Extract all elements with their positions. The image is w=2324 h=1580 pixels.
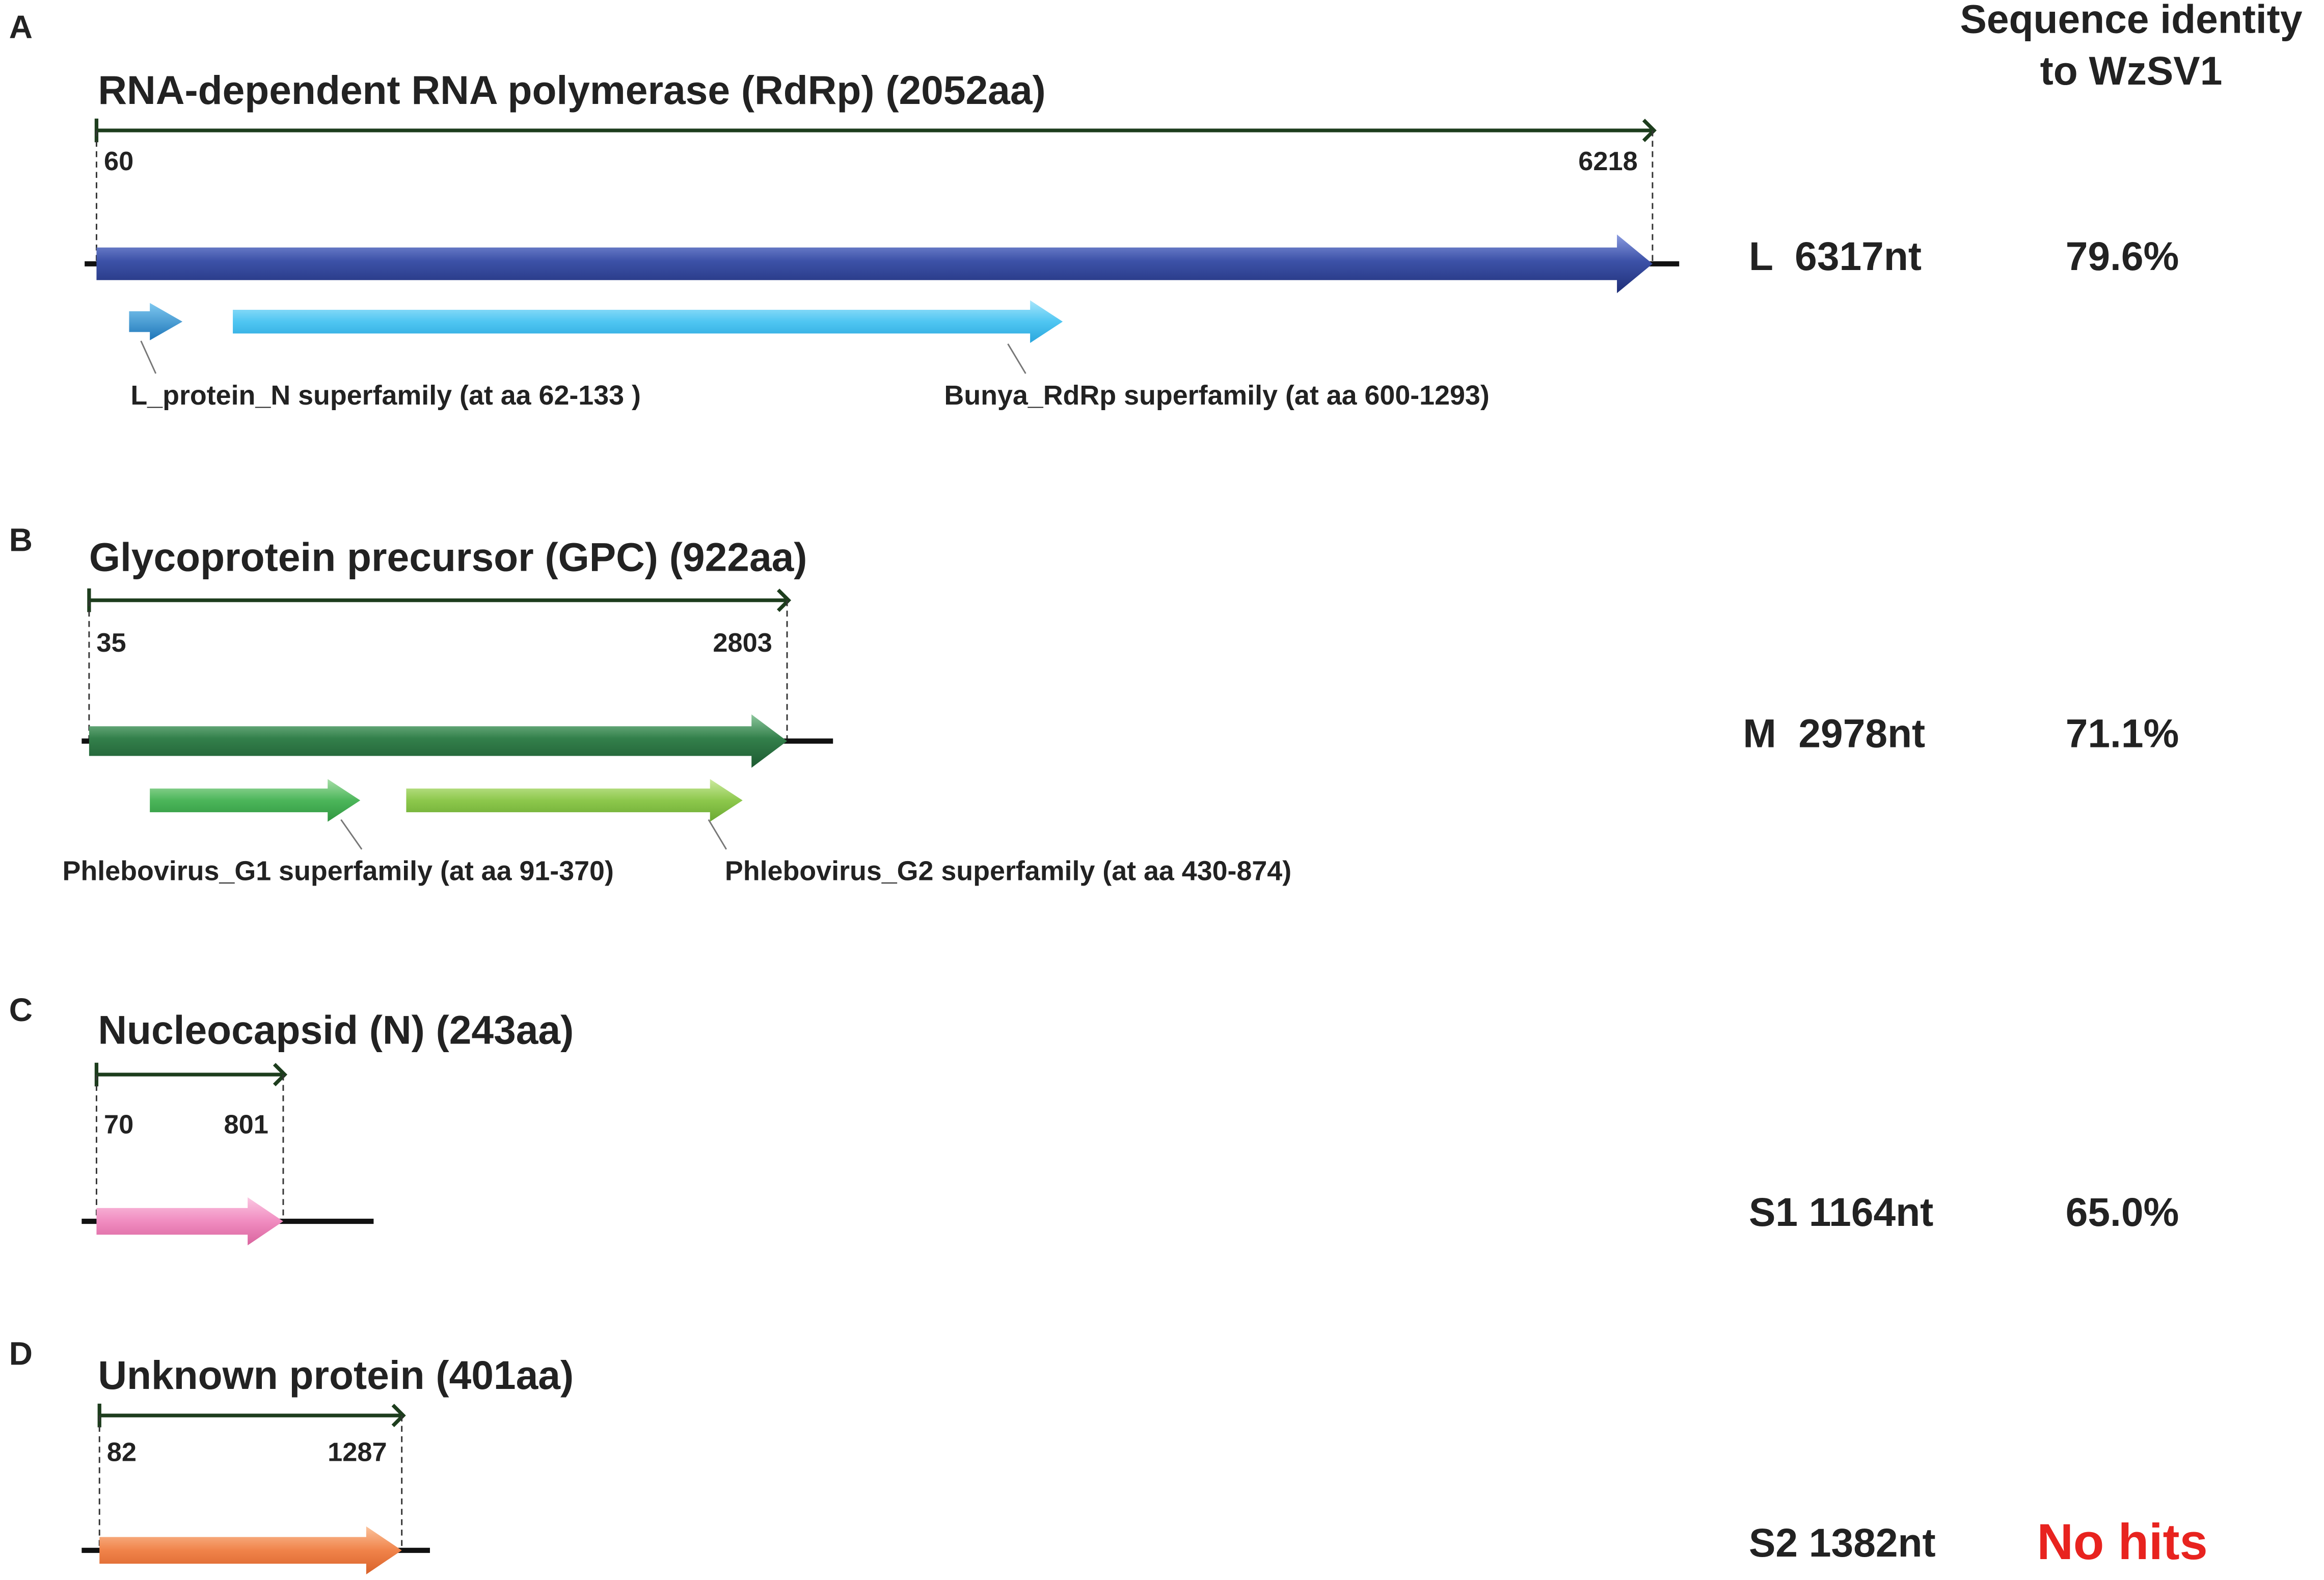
orf-arrow bbox=[96, 234, 1653, 293]
orf-bracket-head bbox=[1642, 119, 1657, 142]
orf-end: 801 bbox=[224, 1110, 268, 1140]
domain-arrow bbox=[233, 300, 1063, 343]
segment-label: L 6317nt bbox=[1749, 234, 1922, 279]
domain-arrow bbox=[406, 779, 743, 822]
domain-arrow bbox=[129, 303, 183, 340]
domain-label: Phlebovirus_G1 superfamily (at aa 91-370… bbox=[63, 856, 614, 887]
domain-label: Bunya_RdRp superfamily (at aa 600-1293) bbox=[944, 380, 1489, 411]
identity: 71.1% bbox=[2066, 711, 2179, 756]
domain-arrow bbox=[150, 779, 361, 822]
orf-start: 60 bbox=[104, 147, 133, 176]
identity: 65.0% bbox=[2066, 1190, 2179, 1235]
segment-label: S2 1382nt bbox=[1749, 1520, 1936, 1565]
orf-start: 35 bbox=[96, 628, 126, 658]
domain-label: Phlebovirus_G2 superfamily (at aa 430-87… bbox=[725, 856, 1291, 887]
domain-label: L_protein_N superfamily (at aa 62-133 ) bbox=[130, 380, 641, 411]
header-line: Sequence identity bbox=[1960, 0, 2302, 41]
domain-leader bbox=[708, 819, 727, 850]
orf-bracket-head bbox=[776, 588, 792, 612]
orf-arrow bbox=[89, 714, 788, 768]
protein-title: RNA-dependent RNA polymerase (RdRp) (205… bbox=[98, 68, 1045, 113]
header-line: to WzSV1 bbox=[2040, 48, 2223, 93]
orf-bracket-head bbox=[273, 1063, 288, 1086]
domain-leader bbox=[340, 819, 363, 850]
orf-bracket-head bbox=[391, 1404, 406, 1428]
panel-letter: C bbox=[9, 992, 33, 1028]
identity: 79.6% bbox=[2066, 234, 2179, 279]
protein-title: Nucleocapsid (N) (243aa) bbox=[98, 1007, 574, 1052]
orf-arrow bbox=[96, 1197, 283, 1246]
orf-start: 70 bbox=[104, 1110, 133, 1140]
panel-letter: B bbox=[9, 522, 33, 558]
orf-end: 1287 bbox=[328, 1438, 387, 1467]
domain-leader bbox=[140, 340, 157, 374]
orf-arrow bbox=[99, 1526, 402, 1574]
domain-leader bbox=[1007, 343, 1026, 374]
segment-label: S1 1164nt bbox=[1749, 1190, 1933, 1235]
protein-title: Glycoprotein precursor (GPC) (922aa) bbox=[89, 534, 807, 579]
orf-start: 82 bbox=[107, 1438, 137, 1467]
orf-end: 6218 bbox=[1578, 147, 1637, 176]
panel-letter: D bbox=[9, 1335, 33, 1372]
orf-end: 2803 bbox=[713, 628, 772, 658]
segment-label: M 2978nt bbox=[1743, 711, 1925, 756]
identity: No hits bbox=[2037, 1513, 2207, 1570]
protein-title: Unknown protein (401aa) bbox=[98, 1353, 574, 1398]
panel-letter: A bbox=[9, 9, 33, 45]
